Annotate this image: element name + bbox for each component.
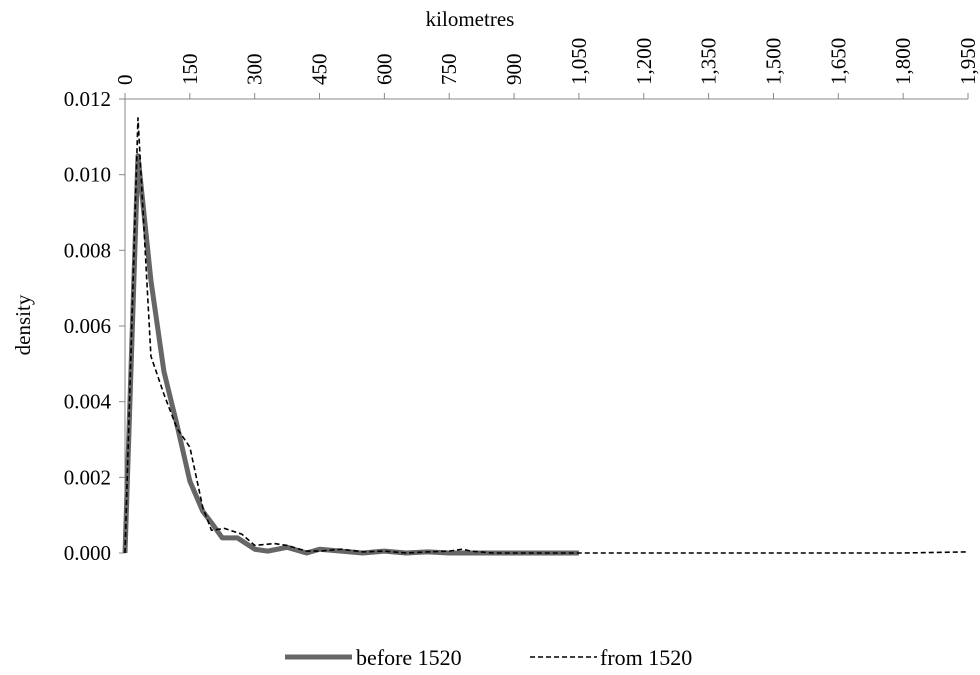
x-tick-label: 1,650 bbox=[826, 38, 850, 85]
x-tick-label: 150 bbox=[178, 54, 202, 86]
series-lines bbox=[122, 117, 969, 556]
legend: before 1520 from 1520 bbox=[285, 645, 692, 670]
y-tick-label: 0.004 bbox=[64, 390, 112, 414]
x-tick-label: 1,050 bbox=[567, 38, 591, 85]
x-tick-label: 750 bbox=[437, 54, 461, 86]
x-tick-label: 450 bbox=[308, 54, 332, 86]
y-tick-label: 0.000 bbox=[64, 541, 111, 565]
x-tick-label: 1,500 bbox=[761, 38, 785, 85]
x-tick-label: 1,350 bbox=[697, 38, 721, 85]
legend-label-from-1520: from 1520 bbox=[600, 645, 692, 670]
x-tick-label: 1,800 bbox=[891, 38, 915, 85]
series-line-from-1520 bbox=[124, 117, 969, 554]
axes bbox=[119, 93, 969, 554]
y-tick-label: 0.012 bbox=[64, 87, 111, 111]
legend-label-before-1520: before 1520 bbox=[356, 645, 462, 670]
x-tick-label: 600 bbox=[372, 54, 396, 86]
x-tick-label: 900 bbox=[502, 54, 526, 86]
x-tick-label: 1,950 bbox=[956, 38, 980, 85]
y-axis-title: density bbox=[11, 294, 35, 355]
y-tick-label: 0.002 bbox=[64, 465, 111, 489]
x-tick-label: 1,200 bbox=[632, 38, 656, 85]
y-tick-label: 0.006 bbox=[64, 314, 111, 338]
series-line-before-1520 bbox=[122, 153, 579, 556]
x-axis-title: kilometres bbox=[426, 7, 515, 31]
x-tick-label: 300 bbox=[243, 54, 267, 86]
x-tick-label: 0 bbox=[113, 75, 137, 86]
y-tick-label: 0.008 bbox=[64, 238, 111, 262]
y-tick-label: 0.010 bbox=[64, 163, 111, 187]
